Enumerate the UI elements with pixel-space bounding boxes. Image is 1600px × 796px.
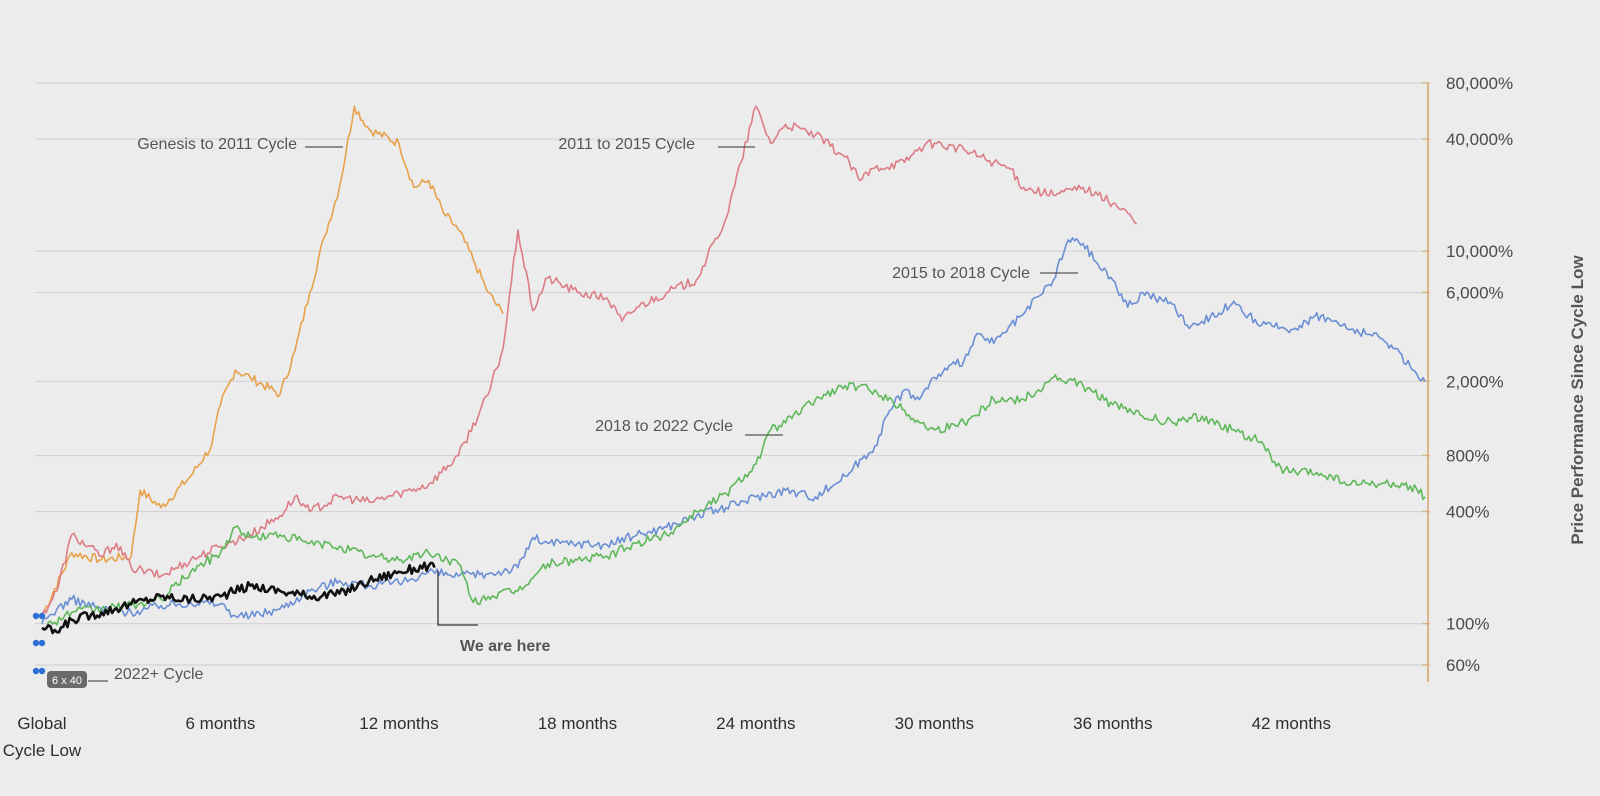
x-tick-label-0: Global [17, 714, 66, 733]
y-tick-label-3: 6,000% [1446, 283, 1504, 302]
annotations: Genesis to 2011 Cycle 2011 to 2015 Cycle 2… [32, 136, 1078, 688]
overlay-badge-box [47, 671, 87, 688]
annotation-label-3: 2018 to 2022 Cycle [595, 418, 733, 435]
y-tick-label-2: 10,000% [1446, 242, 1513, 261]
x-tick-label-3: 18 months [538, 714, 617, 733]
y-tick-label-7: 100% [1446, 615, 1489, 634]
overlay-badge-label: 6 x 40 [52, 675, 82, 687]
annotation-label-4: 2022+ Cycle [114, 666, 203, 683]
x-tick-label-5: 30 months [895, 714, 974, 733]
annotation-label-0: Genesis to 2011 Cycle [137, 136, 297, 153]
x-tick-labels: Global Cycle Low 6 months 12 months 18 month… [3, 714, 1331, 760]
x-tick-label-4: 24 months [716, 714, 795, 733]
series-line-2 [41, 237, 1426, 624]
selection-handle-right-2 [38, 667, 46, 675]
x-tick-label-7: 42 months [1252, 714, 1331, 733]
selection-handle-left-1 [32, 639, 40, 647]
series-line-3 [41, 374, 1426, 631]
grid-lines [35, 82, 1430, 666]
y-axis-title: Price Performance Since Cycle Low [1568, 255, 1587, 545]
annotation-label-5: We are here [460, 638, 551, 655]
x-tick-label-0-line2: Cycle Low [3, 741, 82, 760]
selection-handle-left-0 [32, 612, 40, 620]
y-tick-label-0: 80,000% [1446, 74, 1513, 93]
x-tick-label-1: 6 months [185, 714, 255, 733]
y-tick-label-5: 800% [1446, 446, 1489, 465]
series-lines [41, 105, 1426, 635]
y-tick-label-8: 60% [1446, 656, 1480, 675]
annotation-label-1: 2011 to 2015 Cycle [558, 136, 695, 153]
y-tick-label-4: 2,000% [1446, 372, 1504, 391]
selection-handle-left-2 [32, 667, 40, 675]
y-tick-label-1: 40,000% [1446, 130, 1513, 149]
selection-handle-right-1 [38, 639, 46, 647]
y-tick-labels: 80,000% 40,000% 10,000% 6,000% 2,000% 800% 400… [1446, 74, 1513, 675]
we-are-here-bracket [437, 571, 478, 626]
series-line-0 [41, 105, 504, 617]
y-tick-label-6: 400% [1446, 503, 1489, 522]
x-tick-label-2: 12 months [359, 714, 438, 733]
x-tick-label-6: 36 months [1073, 714, 1152, 733]
annotation-label-2: 2015 to 2018 Cycle [892, 265, 1030, 282]
selection-handle-right-0 [38, 612, 46, 620]
series-line-4 [41, 561, 436, 635]
